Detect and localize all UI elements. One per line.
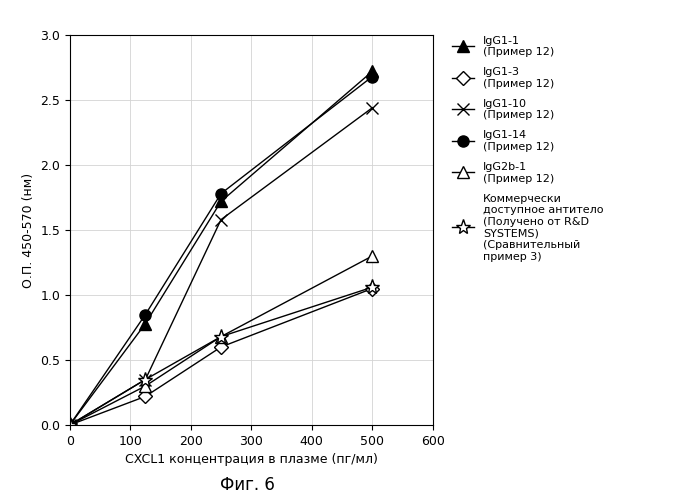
Y-axis label: О.П. 450-570 (нм): О.П. 450-570 (нм) (22, 172, 34, 288)
X-axis label: CXCL1 концентрация в плазме (пг/мл): CXCL1 концентрация в плазме (пг/мл) (125, 454, 378, 466)
Text: Фиг. 6: Фиг. 6 (221, 476, 275, 494)
Legend: IgG1-1
(Пример 12), IgG1-3
(Пример 12), IgG1-10
(Пример 12), IgG1-14
(Пример 12): IgG1-1 (Пример 12), IgG1-3 (Пример 12), … (447, 31, 608, 266)
